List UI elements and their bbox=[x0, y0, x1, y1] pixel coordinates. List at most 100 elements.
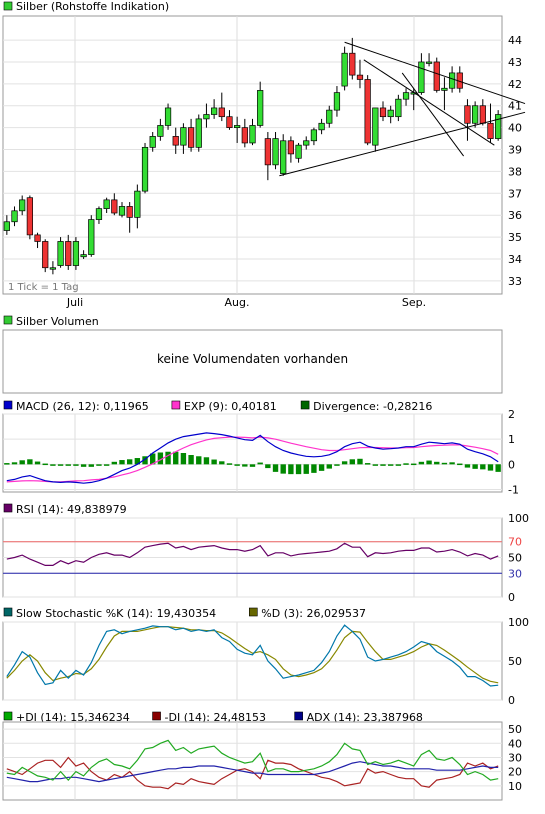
divergence-bar-47 bbox=[364, 463, 371, 465]
candle-body-23 bbox=[180, 127, 187, 146]
divergence-bar-11 bbox=[88, 464, 94, 467]
candle-body-26 bbox=[203, 114, 210, 120]
divergence-bar-18 bbox=[142, 456, 148, 465]
candle-body-20 bbox=[157, 125, 164, 137]
candle-body-34 bbox=[264, 138, 271, 166]
candle-body-58 bbox=[448, 72, 456, 89]
candle-body-8 bbox=[65, 241, 72, 266]
trendline-2 bbox=[401, 72, 465, 157]
macd-ytick-1: 0 bbox=[508, 458, 515, 471]
price-ytick-1: 34 bbox=[508, 253, 522, 266]
candle-body-13 bbox=[103, 199, 110, 209]
rsi-ytick-4: 100 bbox=[508, 512, 529, 525]
divergence-bar-5 bbox=[42, 463, 48, 466]
rsi-ytick-0: 0 bbox=[508, 591, 515, 604]
divergence-bar-9 bbox=[73, 464, 79, 466]
macd-panel-frame bbox=[2, 413, 503, 493]
candle-body-28 bbox=[218, 107, 225, 118]
divergence-bar-36 bbox=[280, 464, 286, 474]
candle-body-37 bbox=[287, 140, 294, 155]
candle-body-42 bbox=[326, 109, 333, 124]
divergence-bar-16 bbox=[126, 459, 133, 465]
divergence-bar-1 bbox=[11, 462, 18, 465]
divergence-bar-3 bbox=[27, 459, 33, 465]
price-ytick-7: 40 bbox=[508, 122, 522, 135]
stoch-ytick-1: 50 bbox=[508, 655, 522, 668]
price-ytick-4: 37 bbox=[508, 187, 522, 200]
price-ytick-0: 33 bbox=[508, 275, 522, 288]
price-ytick-6: 39 bbox=[508, 144, 522, 157]
divergence-bar-34 bbox=[265, 464, 271, 469]
dmi-ytick-2: 30 bbox=[508, 751, 522, 764]
dmi-legend-swatch-1 bbox=[152, 711, 161, 721]
divergence-bar-43 bbox=[334, 464, 340, 466]
price-ytick-10: 43 bbox=[508, 56, 522, 69]
candle-body-54 bbox=[418, 61, 425, 93]
macd-legend-swatch-0 bbox=[3, 400, 13, 410]
divergence-bar-35 bbox=[272, 464, 279, 472]
candle-body-35 bbox=[272, 138, 279, 166]
candle-body-3 bbox=[26, 197, 33, 236]
rsi-legend-label-0: RSI (14): 49,838979 bbox=[16, 503, 127, 516]
macd-ytick-0: -1 bbox=[508, 483, 519, 496]
trendline-1 bbox=[363, 59, 495, 146]
candle-body-2 bbox=[19, 199, 26, 212]
macd-line bbox=[6, 432, 499, 484]
divergence-bar-44 bbox=[341, 461, 348, 465]
macd-legend-swatch-2 bbox=[300, 400, 310, 410]
candle-body-14 bbox=[111, 199, 118, 214]
candle-body-30 bbox=[234, 125, 241, 128]
divergence-bar-45 bbox=[349, 459, 355, 465]
divergence-bar-55 bbox=[426, 460, 432, 465]
divergence-bar-32 bbox=[249, 464, 256, 467]
candle-body-25 bbox=[195, 118, 202, 148]
divergence-bar-22 bbox=[173, 451, 179, 465]
dmi-legend-swatch-2 bbox=[294, 711, 303, 721]
candle-body-62 bbox=[479, 105, 486, 124]
dmi-ytick-3: 40 bbox=[508, 737, 522, 750]
divergence-bar-39 bbox=[303, 464, 309, 474]
macd-legend-label-0: MACD (26, 12): 0,11965 bbox=[16, 400, 149, 413]
candle-body-64 bbox=[495, 114, 502, 139]
divergence-bar-59 bbox=[457, 463, 463, 466]
divergence-bar-37 bbox=[288, 464, 294, 475]
macd-ytick-3: 2 bbox=[508, 408, 515, 421]
candle-body-60 bbox=[464, 105, 471, 124]
volume-title: Silber Volumen bbox=[16, 315, 99, 328]
divergence-bar-15 bbox=[119, 460, 125, 465]
rsi-line bbox=[6, 542, 499, 567]
trendline-0 bbox=[344, 41, 526, 105]
x-label-0: Juli bbox=[66, 296, 83, 309]
divergence-bar-12 bbox=[96, 464, 102, 466]
dmi-ytick-0: 10 bbox=[508, 780, 522, 793]
candle-body-61 bbox=[472, 105, 479, 124]
dmi-ytick-4: 50 bbox=[508, 723, 522, 736]
rsi-ytick-2: 50 bbox=[508, 552, 522, 565]
divergence-bar-24 bbox=[188, 455, 194, 465]
candle-body-39 bbox=[303, 140, 310, 146]
divergence-bar-25 bbox=[196, 456, 202, 465]
exp-line bbox=[6, 436, 499, 483]
candle-body-24 bbox=[187, 127, 195, 148]
divergence-bar-31 bbox=[242, 464, 248, 467]
candle-body-22 bbox=[172, 136, 179, 146]
candle-body-46 bbox=[356, 74, 364, 80]
divergence-bar-50 bbox=[387, 464, 394, 466]
dmi-legend-label-0: +DI (14): 15,346234 bbox=[16, 711, 130, 724]
divergence-bar-53 bbox=[411, 463, 417, 466]
divergence-bar-23 bbox=[180, 453, 187, 465]
candle-body-38 bbox=[295, 144, 302, 159]
candle-body-21 bbox=[164, 107, 172, 126]
candle-body-32 bbox=[249, 125, 256, 144]
candle-body-55 bbox=[425, 61, 433, 64]
candle-body-47 bbox=[364, 79, 371, 144]
divergence-bar-42 bbox=[326, 464, 332, 469]
dmi-legend-label-1: -DI (14): 24,48153 bbox=[165, 711, 266, 724]
price-ytick-5: 38 bbox=[508, 165, 522, 178]
minus-di-line bbox=[6, 756, 499, 790]
candle-body-4 bbox=[34, 234, 41, 242]
candle-body-11 bbox=[88, 219, 95, 255]
dmi-legend-label-2: ADX (14): 23,387968 bbox=[307, 711, 423, 724]
x-label-1: Aug. bbox=[225, 296, 250, 309]
macd-legend-swatch-1 bbox=[171, 400, 181, 410]
